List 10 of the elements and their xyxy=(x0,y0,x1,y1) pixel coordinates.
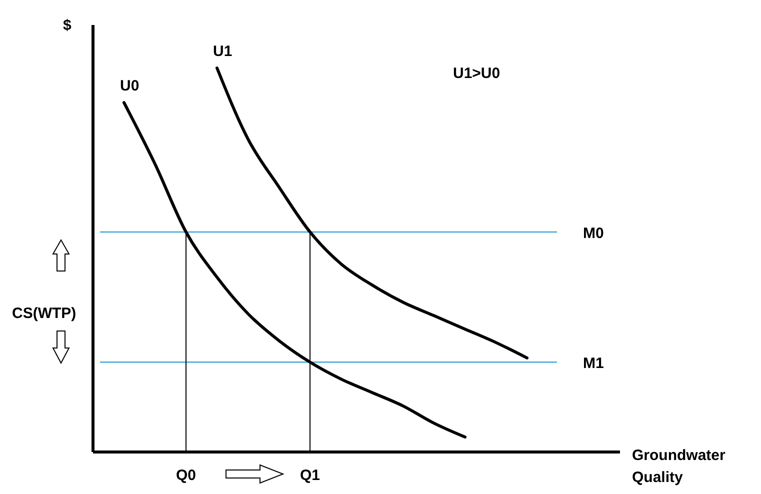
y-axis-title: $ xyxy=(63,17,72,34)
x-tick-label: Q0 xyxy=(176,467,196,484)
annotation: U1>U0 xyxy=(453,65,500,82)
ref-line-label: M1 xyxy=(583,355,604,372)
text: CS(WTP) xyxy=(12,305,76,322)
series-label: U1 xyxy=(213,43,232,60)
ref-line-label: M0 xyxy=(583,224,604,242)
x-tick-label: Q1 xyxy=(300,467,320,484)
series-label: U0 xyxy=(120,78,140,95)
x-axis-title: Groundwater Quality xyxy=(632,447,726,486)
